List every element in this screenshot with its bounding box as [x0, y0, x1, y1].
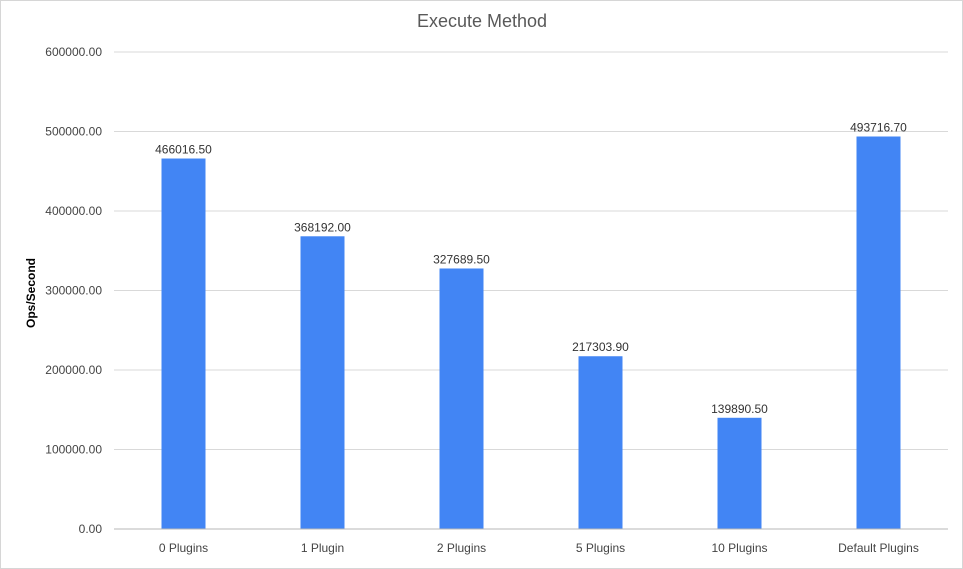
x-tick-label: 5 Plugins: [576, 541, 625, 555]
y-axis-label: Ops/Second: [24, 258, 38, 328]
y-tick-label: 500000.00: [45, 125, 102, 139]
x-tick-label: 0 Plugins: [159, 541, 208, 555]
bars: [161, 136, 901, 529]
x-tick-label: 1 Plugin: [301, 541, 344, 555]
data-label: 493716.70: [850, 120, 907, 134]
x-tick-label: 10 Plugins: [711, 541, 767, 555]
bar: [856, 136, 901, 529]
y-tick-label: 0.00: [79, 522, 103, 536]
bar: [439, 268, 484, 529]
data-label: 327689.50: [433, 252, 490, 266]
y-tick-label: 600000.00: [45, 45, 102, 59]
data-labels: 466016.50 368192.00 327689.50 217303.90 1398…: [155, 120, 907, 415]
bar: [717, 417, 762, 529]
chart-title: Execute Method: [417, 11, 547, 31]
data-label: 466016.50: [155, 143, 212, 157]
x-tick-label: Default Plugins: [838, 541, 919, 555]
gridlines: [114, 51, 948, 450]
data-label: 217303.90: [572, 340, 629, 354]
y-tick-label: 100000.00: [45, 443, 102, 457]
x-axis-ticks: 0 Plugins 1 Plugin 2 Plugins 5 Plugins 10 Pl…: [159, 541, 919, 555]
y-tick-label: 300000.00: [45, 284, 102, 298]
y-axis-ticks: 0.00 100000.00 200000.00 300000.00 400000.00…: [45, 45, 102, 536]
x-tick-label: 2 Plugins: [437, 541, 486, 555]
bar: [578, 356, 623, 529]
data-label: 368192.00: [294, 220, 351, 234]
y-tick-label: 200000.00: [45, 363, 102, 377]
bar: [161, 158, 206, 529]
y-tick-label: 400000.00: [45, 204, 102, 218]
data-label: 139890.50: [711, 402, 768, 416]
bar: [300, 236, 345, 529]
